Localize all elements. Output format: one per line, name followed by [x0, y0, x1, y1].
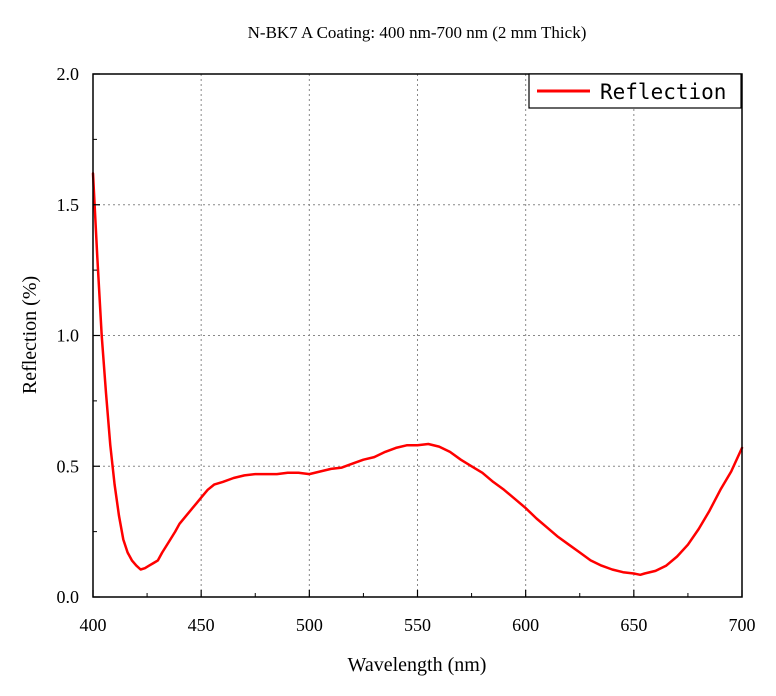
x-tick-label: 600 [512, 615, 539, 635]
x-tick-label: 450 [188, 615, 215, 635]
y-tick-labels: 0.0 0.5 1.0 1.5 2.0 [57, 64, 80, 607]
legend-label-reflection: Reflection [600, 80, 726, 104]
grid-lines [93, 74, 742, 597]
y-tick-label: 2.0 [57, 64, 80, 84]
series-line-reflection [91, 172, 744, 577]
x-tick-label: 500 [296, 615, 323, 635]
y-tick-label: 0.0 [57, 587, 80, 607]
x-tick-labels: 400 450 500 550 600 650 700 [80, 615, 756, 635]
legend: Reflection [528, 73, 742, 109]
axis-ticks [92, 73, 743, 598]
chart-title: N-BK7 A Coating: 400 nm-700 nm (2 mm Thi… [248, 23, 587, 42]
x-axis-label: Wavelength (nm) [348, 654, 487, 676]
y-axis-label: Reflection (%) [19, 276, 41, 394]
x-tick-label: 650 [620, 615, 647, 635]
y-tick-label: 1.0 [57, 326, 80, 346]
x-tick-label: 400 [80, 615, 107, 635]
x-tick-label: 550 [404, 615, 431, 635]
y-tick-label: 0.5 [57, 456, 80, 476]
y-tick-label: 1.5 [57, 195, 80, 215]
plot-area [91, 172, 744, 577]
x-tick-label: 700 [729, 615, 756, 635]
